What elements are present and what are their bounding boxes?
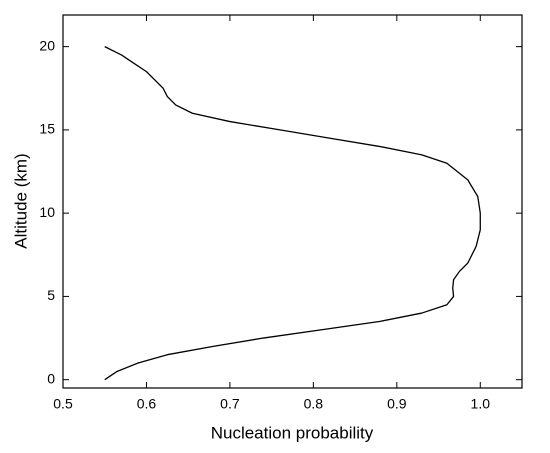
x-tick-label: 1.0 [471, 396, 491, 412]
x-tick-label: 0.5 [53, 396, 73, 412]
x-axis-label: Nucleation probability [211, 423, 374, 442]
x-tick-label: 0.6 [137, 396, 157, 412]
y-tick-label: 10 [39, 204, 55, 220]
y-tick-label: 15 [39, 121, 55, 137]
x-tick-label: 0.7 [220, 396, 240, 412]
data-line [104, 46, 481, 381]
plot-frame [62, 14, 523, 389]
y-tick-label: 20 [39, 37, 55, 53]
y-tick-label: 5 [47, 287, 55, 303]
y-axis-label: Altitude (km) [11, 153, 30, 248]
y-tick-label: 0 [47, 370, 55, 386]
x-tick-label: 0.8 [304, 396, 324, 412]
x-tick-label: 0.9 [387, 396, 407, 412]
